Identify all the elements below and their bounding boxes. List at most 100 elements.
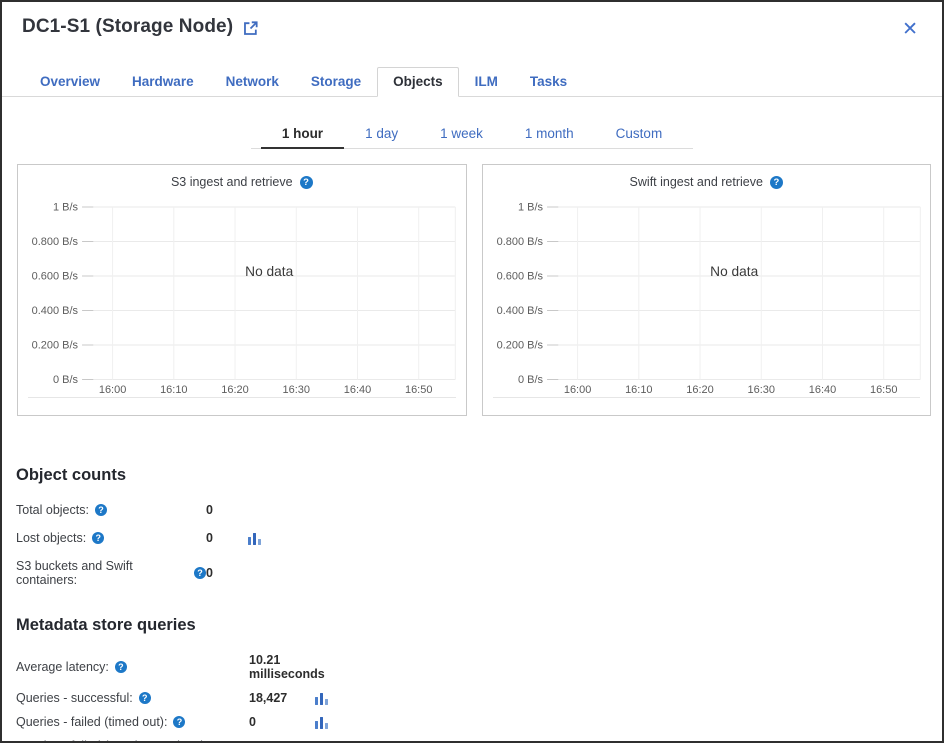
chart-panel-swift-ingest-and-retrieve: Swift ingest and retrieve? 1 B/s 0.800 B/s… — [481, 164, 931, 416]
row-label-text: Queries - failed (timed out): — [16, 715, 168, 729]
bar-icon-bar — [320, 716, 323, 729]
chart-title: Swift ingest and retrieve — [629, 175, 763, 189]
row-label-text: S3 buckets and Swift containers: — [16, 559, 133, 587]
x-axis-label: 16:10 — [160, 384, 187, 396]
help-icon[interactable]: ? — [94, 504, 107, 516]
y-axis-label: 0.400 B/s — [32, 305, 79, 317]
row-label: Total objects:? — [16, 503, 206, 517]
row-label: Queries - failed (timed out):? — [16, 715, 249, 729]
bar-icon-bar — [325, 722, 328, 729]
bar-chart-icon[interactable] — [248, 532, 261, 545]
y-axis-label: 0.400 B/s — [496, 305, 543, 317]
row-value: 10.21 milliseconds — [249, 653, 325, 681]
row-total-objects: Total objects:? 0 — [16, 503, 942, 517]
chart-plot-area: 1 B/s 0.800 B/s 0.600 B/s 0.400 B/s 0.200 B/… — [496, 202, 921, 396]
chart-title-row: S3 ingest and retrieve? — [18, 165, 466, 191]
row-s3-buckets-and-swift-containers: S3 buckets and Swift containers:? 0 — [16, 559, 942, 587]
close-icon[interactable]: ✕ — [902, 19, 918, 40]
x-axis-label: 16:00 — [563, 384, 590, 396]
y-axis-label: 0.200 B/s — [496, 340, 543, 352]
x-axis-label: 16:30 — [747, 384, 774, 396]
time-range-1-month[interactable]: 1 month — [524, 126, 574, 141]
help-icon[interactable]: ? — [299, 175, 313, 189]
x-axis-label: 16:40 — [344, 384, 371, 396]
row-average-latency: Average latency:? 10.21 milliseconds — [16, 653, 942, 681]
row-label: S3 buckets and Swift containers:? — [16, 559, 206, 587]
chart-title-row: Swift ingest and retrieve? — [483, 165, 931, 191]
tab-storage[interactable]: Storage — [310, 74, 362, 89]
tab-bar: Overview Hardware Network Storage Objects ILM… — [2, 67, 942, 97]
tab-hardware[interactable]: Hardware — [132, 74, 194, 89]
row-label: Queries - failed (consistency level unme… — [16, 739, 249, 741]
row-label: Queries - successful:? — [16, 691, 249, 705]
charts-row: S3 ingest and retrieve? 1 B/s 0.800 B/s 0.6… — [17, 164, 931, 416]
chart-plot-area: 1 B/s 0.800 B/s 0.600 B/s 0.400 B/s 0.200 B/… — [32, 202, 456, 396]
row-value: 0 — [206, 531, 213, 545]
y-axis-label: 0.200 B/s — [32, 340, 79, 352]
row-label-text: Total objects: — [16, 503, 89, 517]
row-label-text: Queries - successful: — [16, 691, 133, 705]
bar-icon-bar — [320, 692, 323, 705]
y-axis-label: 1 B/s — [518, 202, 544, 214]
help-icon[interactable]: ? — [92, 532, 105, 544]
row-value: 18,427 — [249, 691, 288, 705]
row-value: 0 — [206, 566, 213, 580]
row-label-text: Average latency: — [16, 660, 109, 674]
bar-icon-bar — [253, 532, 256, 545]
row-label: Average latency:? — [16, 660, 249, 674]
bar-chart-icon[interactable] — [315, 716, 328, 729]
section-metadata-store-queries: Metadata store queries Average latency:? 1… — [2, 616, 942, 741]
bar-icon-bar — [258, 538, 261, 545]
time-range-selector: 1 hour 1 day 1 week 1 month Custom — [250, 120, 694, 149]
chart-panel-s3-ingest-and-retrieve: S3 ingest and retrieve? 1 B/s 0.800 B/s 0.6… — [17, 164, 467, 416]
bar-icon-bar — [325, 698, 328, 705]
dialog-header: DC1-S1 (Storage Node) ✕ — [2, 2, 942, 43]
help-icon[interactable]: ? — [769, 175, 783, 189]
help-icon[interactable]: ? — [173, 716, 186, 728]
row-queries-successful: Queries - successful:? 18,427 — [16, 691, 942, 705]
row-label: Lost objects:? — [16, 531, 206, 545]
x-axis-label: 16:50 — [405, 384, 432, 396]
bar-icon-bar — [315, 720, 318, 729]
y-axis-label: 1 B/s — [53, 202, 79, 214]
title-wrap: DC1-S1 (Storage Node) — [22, 16, 259, 38]
tab-objects[interactable]: Objects — [377, 67, 459, 97]
sections: Object counts Total objects:? 0 Lost object… — [2, 466, 942, 741]
bar-icon-bar — [315, 696, 318, 705]
bar-chart-icon[interactable] — [315, 692, 328, 705]
help-icon[interactable]: ? — [138, 692, 151, 704]
chart-footer-divider — [28, 397, 456, 398]
tab-tasks[interactable]: Tasks — [529, 74, 568, 89]
section-heading: Metadata store queries — [16, 616, 196, 634]
x-axis-label: 16:00 — [99, 384, 126, 396]
help-icon[interactable]: ? — [194, 567, 206, 579]
tab-ilm[interactable]: ILM — [474, 74, 498, 89]
help-icon[interactable]: ? — [114, 661, 127, 673]
row-label-text: Queries - failed (consistency level unme… — [16, 739, 231, 741]
y-axis-label: 0.600 B/s — [32, 271, 79, 283]
time-range-custom[interactable]: Custom — [615, 126, 663, 141]
row-value: 0 — [249, 715, 256, 729]
y-axis-label: 0.800 B/s — [32, 236, 79, 248]
x-axis-label: 16:10 — [625, 384, 652, 396]
row-lost-objects: Lost objects:? 0 — [16, 531, 942, 545]
no-data-label: No data — [710, 264, 759, 279]
y-axis-label: 0 B/s — [518, 374, 544, 386]
y-axis-label: 0.800 B/s — [496, 236, 543, 248]
tab-overview[interactable]: Overview — [40, 74, 101, 89]
time-range-1-day[interactable]: 1 day — [365, 126, 399, 141]
time-range-wrap: 1 hour 1 day 1 week 1 month Custom — [2, 120, 942, 149]
bar-icon-bar — [248, 536, 251, 545]
y-axis-label: 0 B/s — [53, 374, 79, 386]
tab-network[interactable]: Network — [225, 74, 279, 89]
row-value: 0 — [206, 503, 213, 517]
time-range-1-week[interactable]: 1 week — [440, 126, 483, 141]
x-axis-label: 16:30 — [283, 384, 310, 396]
row-queries-failed-consistency-level-unmet: Queries - failed (consistency level unme… — [16, 739, 942, 741]
x-axis-label: 16:50 — [869, 384, 896, 396]
page-title: DC1-S1 (Storage Node) — [22, 16, 234, 37]
time-range-1-hour[interactable]: 1 hour — [260, 120, 345, 149]
row-label-text: Lost objects: — [16, 531, 87, 545]
section-object-counts: Object counts Total objects:? 0 Lost object… — [2, 466, 942, 587]
external-link-icon[interactable] — [242, 20, 259, 37]
